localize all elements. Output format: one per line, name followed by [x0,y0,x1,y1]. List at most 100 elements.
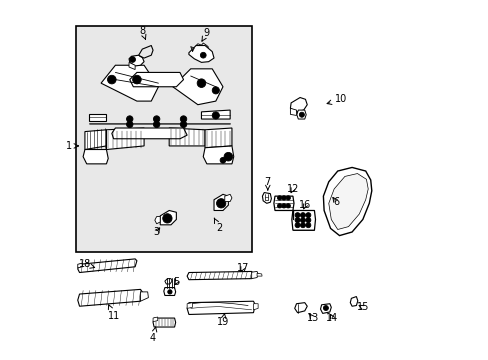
Circle shape [285,196,290,200]
Text: 13: 13 [306,313,318,323]
Polygon shape [164,279,172,284]
Polygon shape [253,304,258,310]
Circle shape [294,218,300,223]
Polygon shape [129,72,183,87]
Text: 8: 8 [139,26,145,39]
Text: 19: 19 [216,314,229,327]
Circle shape [218,201,223,206]
Circle shape [126,121,133,128]
Text: 14: 14 [325,313,338,323]
Circle shape [294,223,300,228]
Text: 10: 10 [326,94,347,104]
Circle shape [107,75,116,84]
Circle shape [224,152,232,161]
Polygon shape [296,110,305,119]
Circle shape [305,213,310,218]
Polygon shape [251,271,258,279]
Circle shape [129,57,135,62]
Text: 5: 5 [173,277,179,287]
Circle shape [299,112,304,117]
Circle shape [285,204,290,208]
Polygon shape [78,259,137,273]
Polygon shape [78,289,142,306]
Circle shape [153,116,160,122]
Polygon shape [203,146,233,164]
Polygon shape [172,69,223,105]
Polygon shape [85,130,106,149]
Text: 9: 9 [202,28,209,41]
Circle shape [167,290,172,294]
Polygon shape [112,128,187,139]
Circle shape [180,116,186,122]
Circle shape [220,157,225,163]
Polygon shape [129,62,135,69]
Circle shape [132,75,141,84]
Polygon shape [153,317,158,321]
Text: 15: 15 [356,302,368,312]
Polygon shape [323,167,371,235]
Circle shape [300,223,305,228]
Bar [76,26,251,252]
Polygon shape [328,174,367,229]
Polygon shape [88,114,106,121]
Text: 3: 3 [153,227,160,237]
Circle shape [277,204,281,208]
Circle shape [294,213,300,218]
Circle shape [163,214,172,223]
Polygon shape [187,303,192,309]
Text: 12: 12 [286,184,299,194]
Polygon shape [291,211,315,230]
Polygon shape [106,128,144,149]
Text: 1: 1 [65,141,78,151]
Text: 7: 7 [264,177,270,190]
Circle shape [277,196,281,200]
Circle shape [300,218,305,223]
Polygon shape [201,110,230,119]
Circle shape [300,213,305,218]
Polygon shape [290,108,296,116]
Circle shape [212,112,219,119]
Circle shape [180,121,186,128]
Text: 17: 17 [236,263,248,273]
Polygon shape [188,45,214,62]
Text: 4: 4 [150,327,157,343]
Polygon shape [294,303,306,313]
Polygon shape [349,297,357,306]
Circle shape [165,216,169,221]
Circle shape [153,121,160,128]
Polygon shape [83,149,108,164]
Text: 18: 18 [79,259,95,269]
Circle shape [216,199,225,208]
Text: 6: 6 [332,197,338,207]
Circle shape [197,79,205,87]
Text: 11: 11 [107,305,120,321]
Text: 2: 2 [214,218,222,233]
Polygon shape [140,292,148,301]
Polygon shape [204,128,231,148]
Polygon shape [129,55,144,66]
Circle shape [212,87,219,94]
Polygon shape [78,263,82,268]
Polygon shape [224,194,231,202]
Polygon shape [187,301,255,315]
Polygon shape [273,196,293,211]
Circle shape [281,196,285,200]
Polygon shape [101,65,158,101]
Polygon shape [153,318,175,327]
Polygon shape [214,194,228,211]
Polygon shape [320,304,330,314]
Circle shape [305,223,310,228]
Polygon shape [169,128,204,146]
Text: 16: 16 [299,200,311,210]
Polygon shape [155,217,160,224]
Polygon shape [290,98,306,112]
Polygon shape [262,193,271,203]
Polygon shape [257,273,262,276]
Circle shape [126,116,133,122]
Polygon shape [163,288,175,296]
Circle shape [323,306,328,311]
Circle shape [305,218,310,223]
Polygon shape [160,211,176,225]
Polygon shape [187,271,253,280]
Circle shape [200,52,206,58]
